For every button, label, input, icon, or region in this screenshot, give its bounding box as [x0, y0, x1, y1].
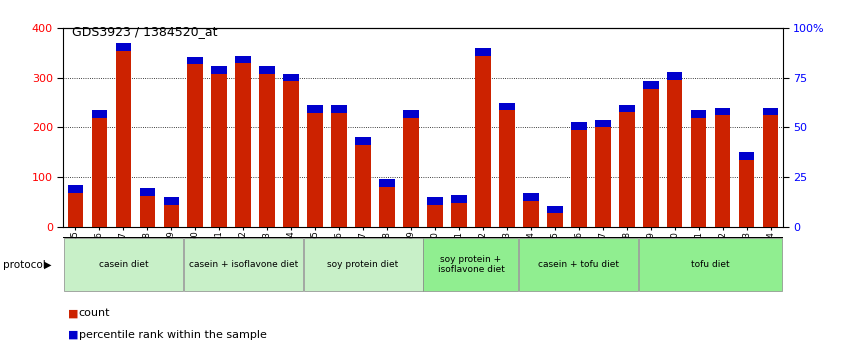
Bar [424, 238, 519, 291]
Bar [739, 160, 755, 227]
Bar [64, 238, 183, 291]
Bar [283, 81, 299, 227]
Text: casein + tofu diet: casein + tofu diet [538, 260, 619, 269]
Text: soy protein diet: soy protein diet [327, 260, 398, 269]
Bar [571, 130, 586, 227]
Bar [643, 89, 658, 227]
Text: protocol: protocol [3, 259, 46, 270]
Bar [643, 81, 658, 89]
Bar [499, 110, 514, 227]
Bar [715, 115, 730, 227]
Bar [547, 213, 563, 227]
Bar [91, 110, 107, 118]
Bar [523, 193, 539, 201]
Bar [667, 73, 683, 80]
Bar [116, 51, 131, 227]
Bar [619, 112, 634, 227]
Bar [283, 74, 299, 81]
Bar [235, 56, 251, 63]
Bar [355, 137, 371, 145]
Bar [332, 105, 347, 113]
Bar [691, 110, 706, 118]
Bar [379, 179, 395, 187]
Bar [188, 64, 203, 227]
Bar [451, 195, 467, 203]
Text: GDS3923 / 1384520_at: GDS3923 / 1384520_at [72, 25, 217, 38]
Bar [523, 201, 539, 227]
Bar [404, 110, 419, 118]
Bar [619, 105, 634, 112]
Bar [715, 108, 730, 115]
Bar [332, 113, 347, 227]
Bar [116, 43, 131, 51]
Text: casein + isoflavone diet: casein + isoflavone diet [189, 260, 298, 269]
Bar [571, 122, 586, 130]
Bar [739, 152, 755, 160]
Bar [163, 205, 179, 227]
Bar [260, 74, 275, 227]
Bar [140, 196, 155, 227]
Bar [140, 188, 155, 196]
Bar [379, 187, 395, 227]
Bar [163, 197, 179, 205]
Bar [355, 145, 371, 227]
Bar [519, 238, 638, 291]
Text: soy protein +
isoflavone diet: soy protein + isoflavone diet [437, 255, 504, 274]
Bar [763, 115, 778, 227]
Bar [640, 238, 782, 291]
Text: percentile rank within the sample: percentile rank within the sample [79, 330, 266, 339]
Bar [307, 105, 323, 113]
Text: count: count [79, 308, 110, 318]
Bar [212, 67, 227, 74]
Bar [91, 118, 107, 227]
Bar [475, 48, 491, 56]
Bar [304, 238, 422, 291]
Bar [68, 193, 83, 227]
Bar [307, 113, 323, 227]
Bar [212, 74, 227, 227]
Bar [499, 103, 514, 110]
Bar [427, 197, 442, 205]
Bar [68, 185, 83, 193]
Bar [427, 205, 442, 227]
Bar [595, 127, 611, 227]
Text: tofu diet: tofu diet [691, 260, 730, 269]
Text: ■: ■ [68, 330, 78, 339]
Bar [188, 57, 203, 64]
Bar [451, 203, 467, 227]
Text: casein diet: casein diet [99, 260, 148, 269]
Bar [691, 118, 706, 227]
Bar [260, 67, 275, 74]
Bar [184, 238, 303, 291]
Bar [547, 206, 563, 213]
Bar [763, 108, 778, 115]
Text: ■: ■ [68, 308, 78, 318]
Bar [404, 118, 419, 227]
Bar [475, 56, 491, 227]
Bar [667, 80, 683, 227]
Bar [235, 63, 251, 227]
Text: ▶: ▶ [44, 259, 52, 270]
Bar [595, 120, 611, 127]
